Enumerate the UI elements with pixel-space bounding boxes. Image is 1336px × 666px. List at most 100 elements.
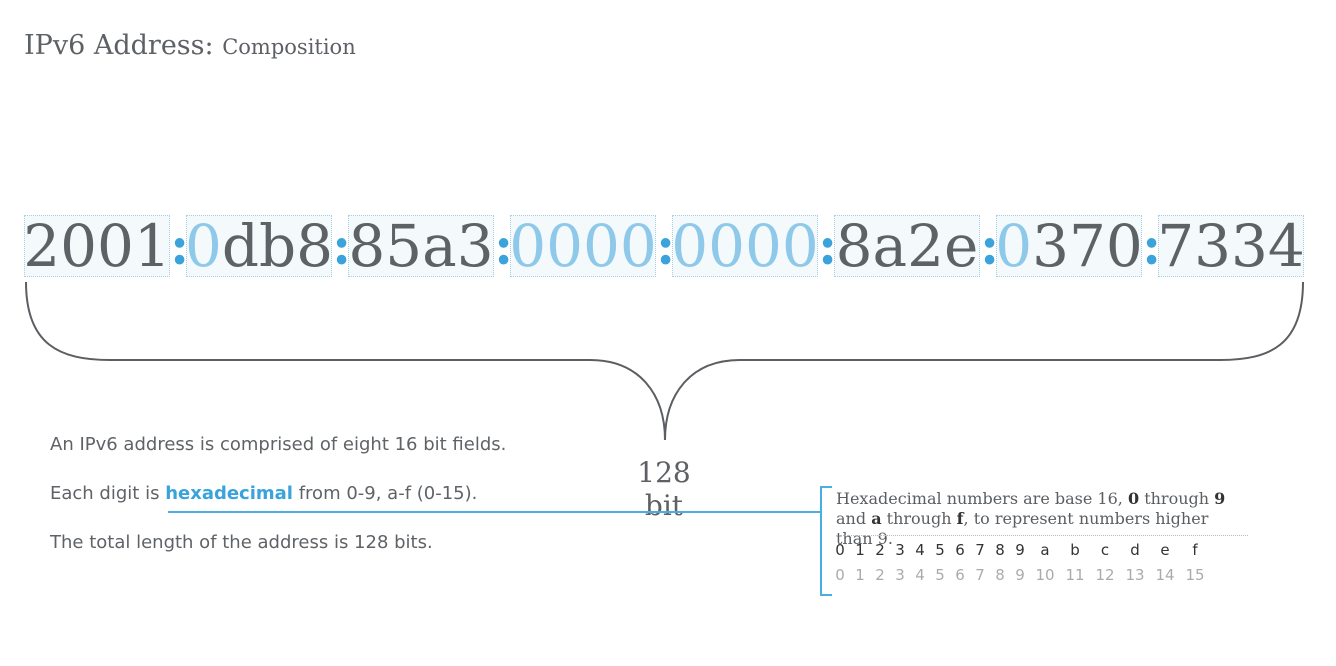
hex-digit: 9 xyxy=(1015,541,1025,559)
total-bits-label: 128 bit xyxy=(637,456,691,522)
note-bold: f xyxy=(956,509,964,528)
decimal-value: 3 xyxy=(895,566,905,584)
decimal-value: 5 xyxy=(935,566,945,584)
hex-digit: 8 xyxy=(995,541,1005,559)
decimal-value: 6 xyxy=(955,566,965,584)
address-digit: 2 xyxy=(907,212,945,280)
address-digit: 0 xyxy=(97,212,134,280)
description-line-fields: An IPv6 address is comprised of eight 16… xyxy=(50,434,507,455)
address-separator: : xyxy=(656,216,676,277)
decimal-value: 11 xyxy=(1065,566,1085,584)
address-digit: 3 xyxy=(1032,212,1069,280)
address-digit: 8 xyxy=(348,212,386,280)
decimal-value: 0 xyxy=(835,566,845,584)
address-digit: 0 xyxy=(781,212,819,280)
address-separator: : xyxy=(494,216,514,277)
decimal-value: 15 xyxy=(1185,566,1205,584)
note-text: through xyxy=(1144,489,1210,508)
note-text: , to represent numbers higher than 9. xyxy=(836,509,1209,548)
hex-digit: 1 xyxy=(855,541,865,559)
hex-digit: 3 xyxy=(895,541,905,559)
decimal-value: 4 xyxy=(915,566,925,584)
address-digit: 0 xyxy=(60,212,97,280)
address-digit: 0 xyxy=(583,212,620,280)
address-separator: : xyxy=(980,216,1000,277)
note-text: and xyxy=(836,509,867,528)
address-digit: 3 xyxy=(1194,212,1231,280)
description-hex-prefix: Each digit is xyxy=(50,483,160,504)
address-separator: : xyxy=(170,216,190,277)
decimal-value: 8 xyxy=(995,566,1005,584)
note-bold: a xyxy=(871,509,882,528)
address-digit: d xyxy=(221,212,259,280)
address-digit: 0 xyxy=(1105,212,1143,280)
address-separator: : xyxy=(818,216,838,277)
title-main: IPv6 Address: xyxy=(24,30,214,61)
decimal-value: 12 xyxy=(1095,566,1115,584)
hex-digit: b xyxy=(1070,541,1080,559)
hex-digit: a xyxy=(1040,541,1050,559)
hex-note: Hexadecimal numbers are base 16, 0 throu… xyxy=(836,489,1248,549)
note-divider xyxy=(836,535,1248,536)
address-digit: 0 xyxy=(671,212,709,280)
decimal-value: 14 xyxy=(1155,566,1175,584)
hex-connector-line xyxy=(168,511,820,513)
address-digit: 8 xyxy=(296,212,334,280)
decimal-value: 9 xyxy=(1015,566,1025,584)
hex-note-bracket xyxy=(820,486,832,596)
hex-digit: 0 xyxy=(835,541,845,559)
address-digit: 2 xyxy=(23,212,61,280)
hex-digit: f xyxy=(1192,541,1198,559)
hex-digit: c xyxy=(1100,541,1110,559)
address-digit: 3 xyxy=(456,212,494,280)
address-digit: 0 xyxy=(995,212,1033,280)
address-digit: 0 xyxy=(708,212,745,280)
note-text: through xyxy=(886,509,952,528)
address-digit: 1 xyxy=(133,212,171,280)
hex-digit: e xyxy=(1160,541,1170,559)
decimal-value: 7 xyxy=(975,566,985,584)
hex-digit: 5 xyxy=(935,541,945,559)
address-digit: 7 xyxy=(1069,212,1106,280)
address-digit: 3 xyxy=(1231,212,1268,280)
decimal-values-row: 0 1 2 3 4 5 6 7 8 9 10 11 12 13 14 15 xyxy=(830,566,1210,584)
note-bold: 0 xyxy=(1127,489,1140,508)
hex-digit: 7 xyxy=(975,541,985,559)
hexadecimal-term: hexadecimal xyxy=(165,483,293,504)
decimal-value: 10 xyxy=(1035,566,1055,584)
hex-digit: d xyxy=(1130,541,1140,559)
title-sub: Composition xyxy=(222,35,356,59)
hex-digit: 6 xyxy=(955,541,965,559)
note-text: Hexadecimal numbers are base 16, xyxy=(836,489,1123,508)
address-separator: : xyxy=(332,216,352,277)
description-line-hex: Each digit is hexadecimal from 0-9, a-f … xyxy=(50,483,477,504)
address-digit: 0 xyxy=(184,212,222,280)
decimal-value: 1 xyxy=(855,566,865,584)
hex-digit: 4 xyxy=(915,541,925,559)
hex-digit: 2 xyxy=(875,541,885,559)
address-digit: a xyxy=(872,212,908,280)
address-digit: 4 xyxy=(1267,212,1305,280)
address-digit: b xyxy=(259,212,297,280)
address-digit: 7 xyxy=(1157,212,1195,280)
address-digit: 0 xyxy=(745,212,782,280)
decimal-value: 13 xyxy=(1125,566,1145,584)
address-digit: 0 xyxy=(509,212,547,280)
description-hex-suffix: from 0-9, a-f (0-15). xyxy=(298,483,478,504)
address-digit: 5 xyxy=(385,212,423,280)
address-digit: 0 xyxy=(619,212,657,280)
address-separator: : xyxy=(1142,216,1162,277)
address-digit: 0 xyxy=(546,212,583,280)
address-digit: e xyxy=(944,212,979,280)
